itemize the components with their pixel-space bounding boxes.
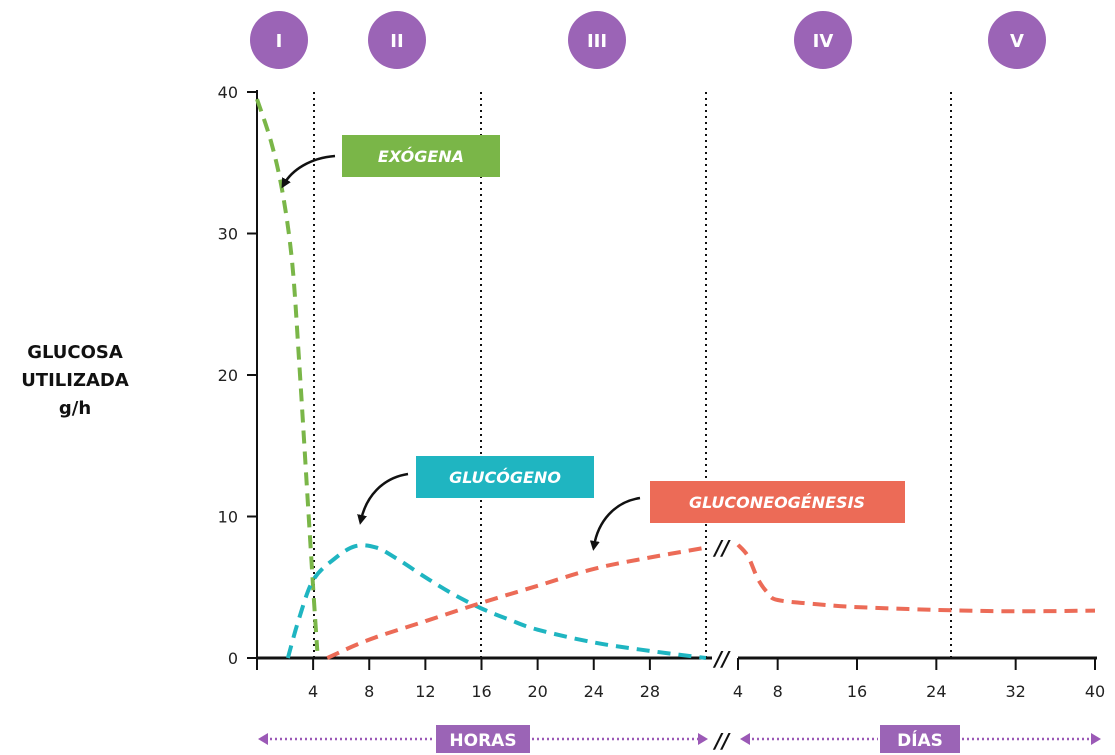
x-tick-label: 20 [527, 682, 547, 701]
y-tick-label: 40 [218, 83, 238, 102]
x-tick-label: 24 [926, 682, 946, 701]
series-line-gluconeogenesis-hours [326, 545, 707, 660]
svg-text:II: II [390, 31, 403, 52]
series-line-glucogeno-hours [285, 543, 707, 660]
svg-text:I: I [276, 31, 283, 52]
svg-text:GLUCÓGENO: GLUCÓGENO [449, 468, 561, 487]
callout-glucogeno: GLUCÓGENO [357, 456, 594, 525]
phase-badge-iii: III [568, 11, 626, 69]
y-tick-label: 20 [218, 366, 238, 385]
x-tick-label: 32 [1005, 682, 1025, 701]
y-axis-ticks: 0 10 20 30 40 [218, 83, 257, 668]
axis-break-mark-top: // [713, 536, 731, 560]
phase-badge-v: V [988, 11, 1046, 69]
callout-arrow [281, 154, 336, 189]
y-tick-label: 0 [228, 649, 238, 668]
y-axis-label-line-1: GLUCOSA [27, 342, 123, 363]
callout-exogena: EXÓGENA [281, 135, 500, 189]
svg-text:EXÓGENA: EXÓGENA [378, 147, 464, 166]
phase-badge-i: I [250, 11, 308, 69]
x-tick-label: 28 [640, 682, 660, 701]
axis-break-mark-bottom: // [713, 729, 731, 753]
x-tick-label: 4 [308, 682, 318, 701]
days-unit-label: DÍAS [897, 729, 943, 751]
x-tick-label: 4 [733, 682, 743, 701]
svg-text:III: III [587, 31, 607, 52]
x-tick-label: 12 [415, 682, 435, 701]
y-tick-label: 30 [218, 225, 238, 244]
phase-badge-ii: II [368, 11, 426, 69]
x-tick-label: 40 [1085, 682, 1105, 701]
svg-text:V: V [1010, 31, 1024, 52]
svg-text:GLUCONEOGÉNESIS: GLUCONEOGÉNESIS [689, 493, 865, 512]
y-tick-label: 10 [218, 508, 238, 527]
hours-unit-label: HORAS [449, 731, 516, 751]
x-tick-label: 8 [773, 682, 783, 701]
x-tick-label: 24 [584, 682, 604, 701]
hours-unit-bar: HORAS [258, 725, 708, 753]
callout-arrow [589, 496, 641, 551]
x-tick-label: 16 [847, 682, 867, 701]
callout-arrow [357, 472, 409, 525]
series-line-exogena-hours [255, 98, 320, 652]
series-line-gluconeogenesis-days [736, 543, 1096, 614]
y-axis-label-line-3: g/h [59, 398, 91, 419]
axis-break-mark-axis: // [713, 647, 731, 671]
x-axis-ticks-hours: 4 8 12 16 20 24 28 [256, 658, 660, 701]
series-layer [255, 98, 1096, 660]
svg-text:IV: IV [813, 31, 834, 52]
days-unit-bar: DÍAS [740, 725, 1101, 753]
callout-gluconeogenesis: GLUCONEOGÉNESIS [589, 481, 905, 551]
x-tick-label: 8 [364, 682, 374, 701]
y-axis-label-line-2: UTILIZADA [21, 370, 129, 391]
x-axis-ticks-days: 4 8 16 24 32 40 [733, 658, 1105, 701]
x-tick-label: 16 [471, 682, 491, 701]
phase-badge-iv: IV [794, 11, 852, 69]
